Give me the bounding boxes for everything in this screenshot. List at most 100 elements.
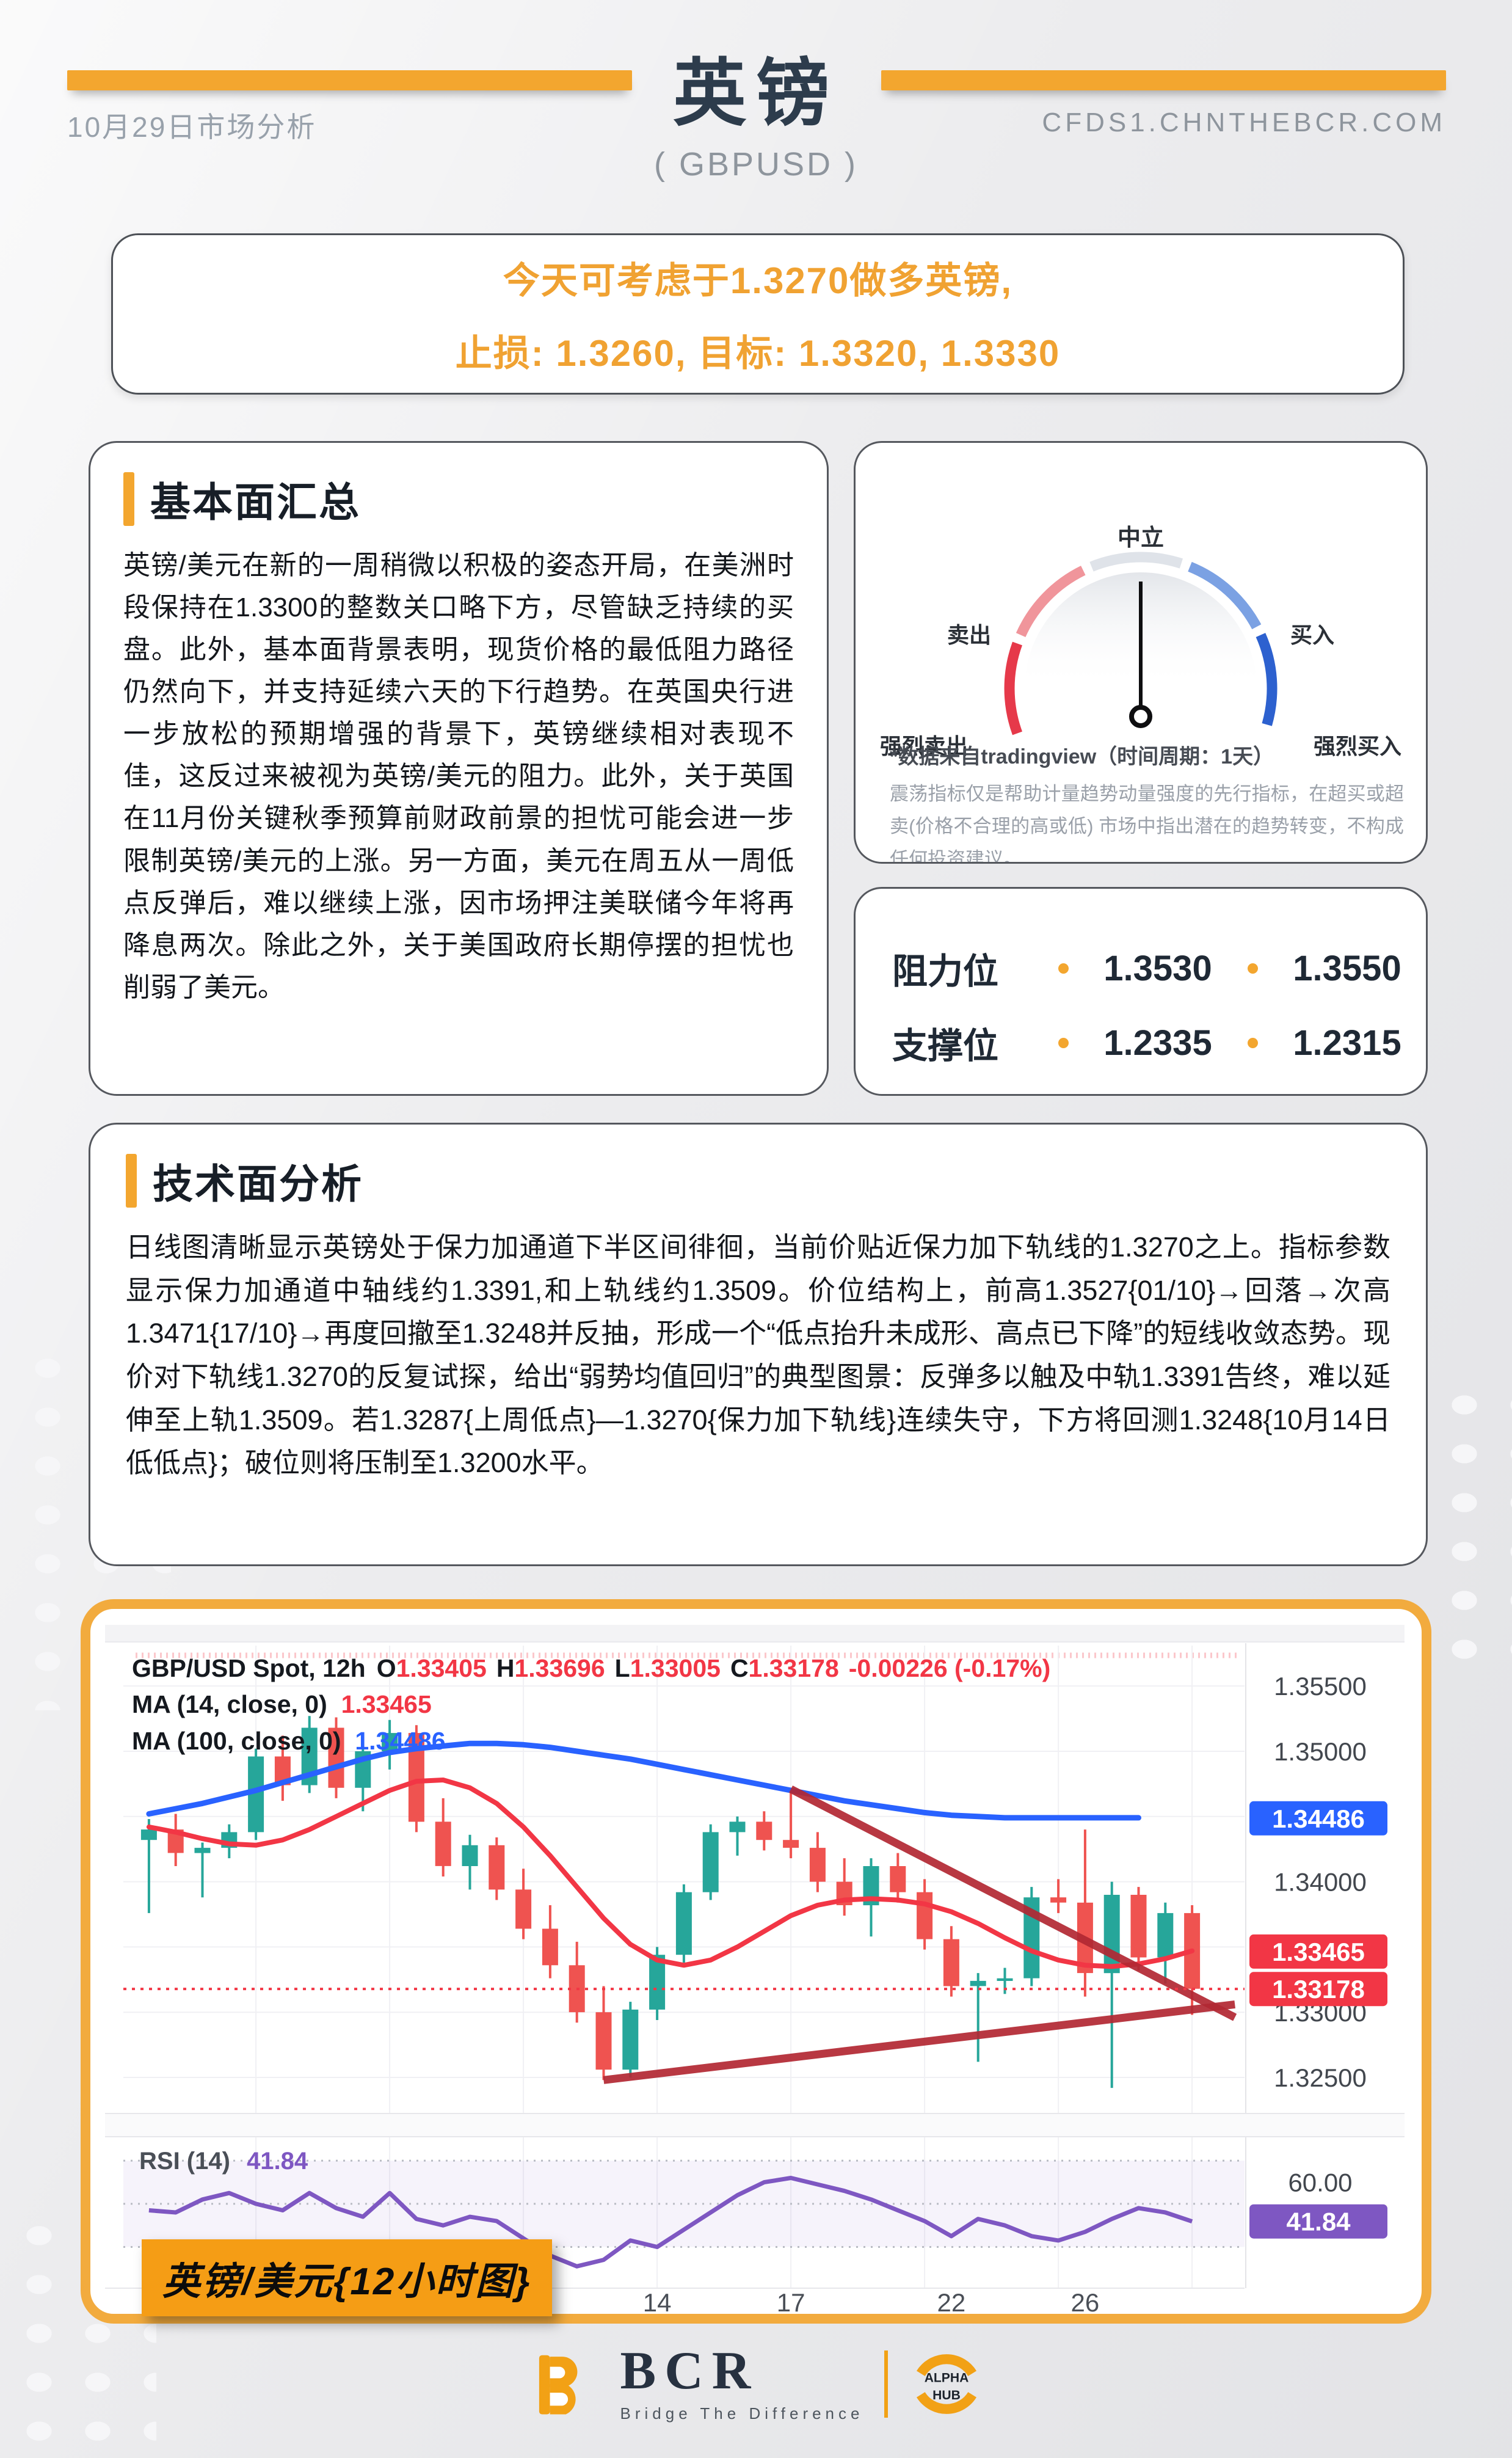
resistance-value-1: 1.3530 [1103, 948, 1212, 988]
alpha-hub-badge-icon: ALPHA HUB [917, 2354, 977, 2414]
symbol-subtitle: ( GBPUSD ) [653, 146, 859, 183]
price-axis-label: 1.35500 [1274, 1672, 1367, 1701]
candle [943, 1939, 959, 1986]
candle [542, 1928, 558, 1966]
price-chart-panel: 1.35500 1.35000 1.34000 1.33000 1.32500 1.344… [81, 1599, 1431, 2324]
ma100-value: 1.34486 [355, 1726, 446, 1755]
resistance-label: 阻力位 [892, 952, 999, 991]
candle [622, 2009, 639, 2070]
candle [140, 1829, 157, 1840]
site-url: CFDS1.CHNTHEBCR.COM [1042, 108, 1446, 137]
rsi-legend: RSI (14) 41.84 [139, 2148, 308, 2175]
candle [783, 1840, 799, 1848]
brand-tagline: Bridge The Difference [620, 2404, 864, 2423]
time-axis-label: 22 [937, 2288, 966, 2314]
support-label: 支撑位 [892, 1026, 999, 1066]
rsi-value: 41.84 [247, 2148, 308, 2175]
candle [462, 1845, 478, 1866]
technical-heading: 技术面分析 [153, 1161, 363, 1206]
price-badge [1249, 1934, 1387, 1969]
time-axis-label: 26 [1071, 2288, 1100, 2314]
trendline [603, 2000, 1235, 2084]
candlestick-chart: 1.355001.350001.340001.330001.325001.344… [105, 1625, 1405, 2314]
badge-text-hub: HUB [933, 2388, 961, 2402]
bullet-icon [1247, 1037, 1258, 1048]
candle [194, 1848, 211, 1853]
bcr-logo-icon [539, 2355, 577, 2415]
resistance-row: 阻力位 1.3530 1.3550 [892, 943, 1426, 992]
candle [435, 1822, 451, 1866]
bullet-icon [1058, 963, 1069, 974]
rsi-line [148, 2176, 1193, 2269]
candle [595, 2012, 612, 2070]
ma14-value: 1.33465 [341, 1690, 432, 1719]
time-axis-label: 17 [777, 2288, 805, 2314]
svg-text:1.33465: 1.33465 [1272, 1938, 1365, 1966]
candle [515, 1889, 532, 1929]
levels-panel: 阻力位 1.3530 1.3550 支撑位 1.2335 1.2315 [854, 887, 1428, 1096]
gauge-label-strong-sell: 强烈卖出 [880, 734, 969, 759]
fundamental-summary-panel: 基本面汇总 英镑/美元在新的一周稍微以积极的姿态开局，在美洲时段保持在1.330… [89, 441, 829, 1096]
gauge-segment-neutral [1089, 552, 1183, 572]
candle [1157, 1913, 1174, 1958]
price-badge [1249, 1972, 1387, 2007]
brand-footer: BCR Bridge The Difference ALPHA HUB [0, 2344, 1512, 2423]
gauge-footnote-disclaimer: 震荡指标仅是帮助计量趋势动量强度的先行指标，在超买或超卖(价格不合理的高或低) … [890, 783, 1404, 864]
candle [328, 1727, 344, 1788]
rsi-badge [1249, 2204, 1387, 2239]
ma14-label: MA (14, close, 0) [132, 1690, 327, 1719]
price-badge [1249, 1801, 1387, 1836]
technical-body: 日线图清晰显示英镑处于保力加通道下半区间徘徊，当前价贴近保力加下轨线的1.327… [126, 1231, 1390, 1479]
ohlc-values: O1.33405 H1.33696 L1.33005 C1.33178 -0.00226… [376, 1654, 1051, 1682]
trade-recommendation-box: 今天可考虑于1.3270做多英镑, 止损: 1.3260, 目标: 1.3320… [111, 233, 1405, 395]
candle [649, 1955, 666, 2010]
header-accent-bar-right [881, 70, 1446, 90]
candle [809, 1848, 826, 1882]
candle [997, 1978, 1013, 1981]
bullet-icon [1058, 1037, 1069, 1048]
svg-text:1.34486: 1.34486 [1272, 1804, 1365, 1833]
gauge-segment-strong-sell [1004, 641, 1023, 735]
candle [917, 1892, 933, 1939]
chart-caption-tag: 英镑/美元{12小时图} [142, 2239, 553, 2316]
bullet-icon [1247, 963, 1258, 974]
gauge-pivot [1129, 705, 1152, 728]
support-value-2: 1.2315 [1293, 1023, 1401, 1063]
sentiment-gauge-panel: 中立 卖出 买入 强烈卖出 强烈买入 *数据来自tradingview（时间周期… [854, 441, 1428, 864]
support-value-1: 1.2335 [1103, 1023, 1212, 1063]
candle [890, 1866, 906, 1892]
candle [1050, 1897, 1067, 1903]
gauge-label-strong-buy: 强烈买入 [1313, 734, 1401, 759]
support-row: 支撑位 1.2335 1.2315 [892, 1017, 1426, 1067]
candle [702, 1832, 719, 1892]
time-axis-label: 14 [643, 2288, 672, 2314]
gauge-segment-strong-buy [1256, 633, 1278, 726]
recommendation-line2: 止损: 1.3260, 目标: 1.3320, 1.3330 [455, 333, 1061, 374]
gauge-label-neutral: 中立 [1117, 525, 1164, 551]
section-marker-icon [126, 1154, 137, 1208]
candle [1130, 1895, 1147, 1958]
candle [489, 1845, 505, 1890]
rsi-label: RSI (14) [139, 2148, 230, 2175]
candle [382, 1733, 398, 1751]
fundamental-body: 英镑/美元在新的一周稍微以积极的姿态开局，在美洲时段保持在1.3300的整数关口… [123, 550, 794, 1002]
report-date: 10月29日市场分析 [67, 111, 317, 143]
fundamental-heading: 基本面汇总 [150, 480, 361, 525]
svg-text:1.33178: 1.33178 [1272, 1975, 1365, 2004]
chart-legend: GBP/USD Spot, 12h O1.33405 H1.33696 L1.3300… [132, 1650, 1060, 1759]
badge-text-alpha: ALPHA [925, 2371, 969, 2385]
brand-name: BCR [620, 2341, 760, 2401]
gauge-segment-sell [1016, 566, 1086, 638]
candle [970, 1980, 986, 1986]
technical-analysis-panel: 技术面分析 日线图清晰显示英镑处于保力加通道下半区间徘徊，当前价贴近保力加下轨线… [89, 1123, 1428, 1566]
trendline [789, 1785, 1237, 2021]
price-axis-label: 1.32500 [1274, 2063, 1367, 2092]
price-axis-label: 1.34000 [1274, 1868, 1367, 1897]
candle [756, 1822, 772, 1840]
gauge-footnote-source: *数据来自tradingview（时间周期：1天） [890, 745, 1274, 768]
rsi-axis-label: 60.00 [1288, 2168, 1352, 2197]
chart-symbol: GBP/USD Spot, 12h [132, 1654, 366, 1682]
candle [729, 1822, 746, 1833]
footer-divider [884, 2350, 889, 2418]
price-axis-label: 1.35000 [1274, 1737, 1367, 1766]
